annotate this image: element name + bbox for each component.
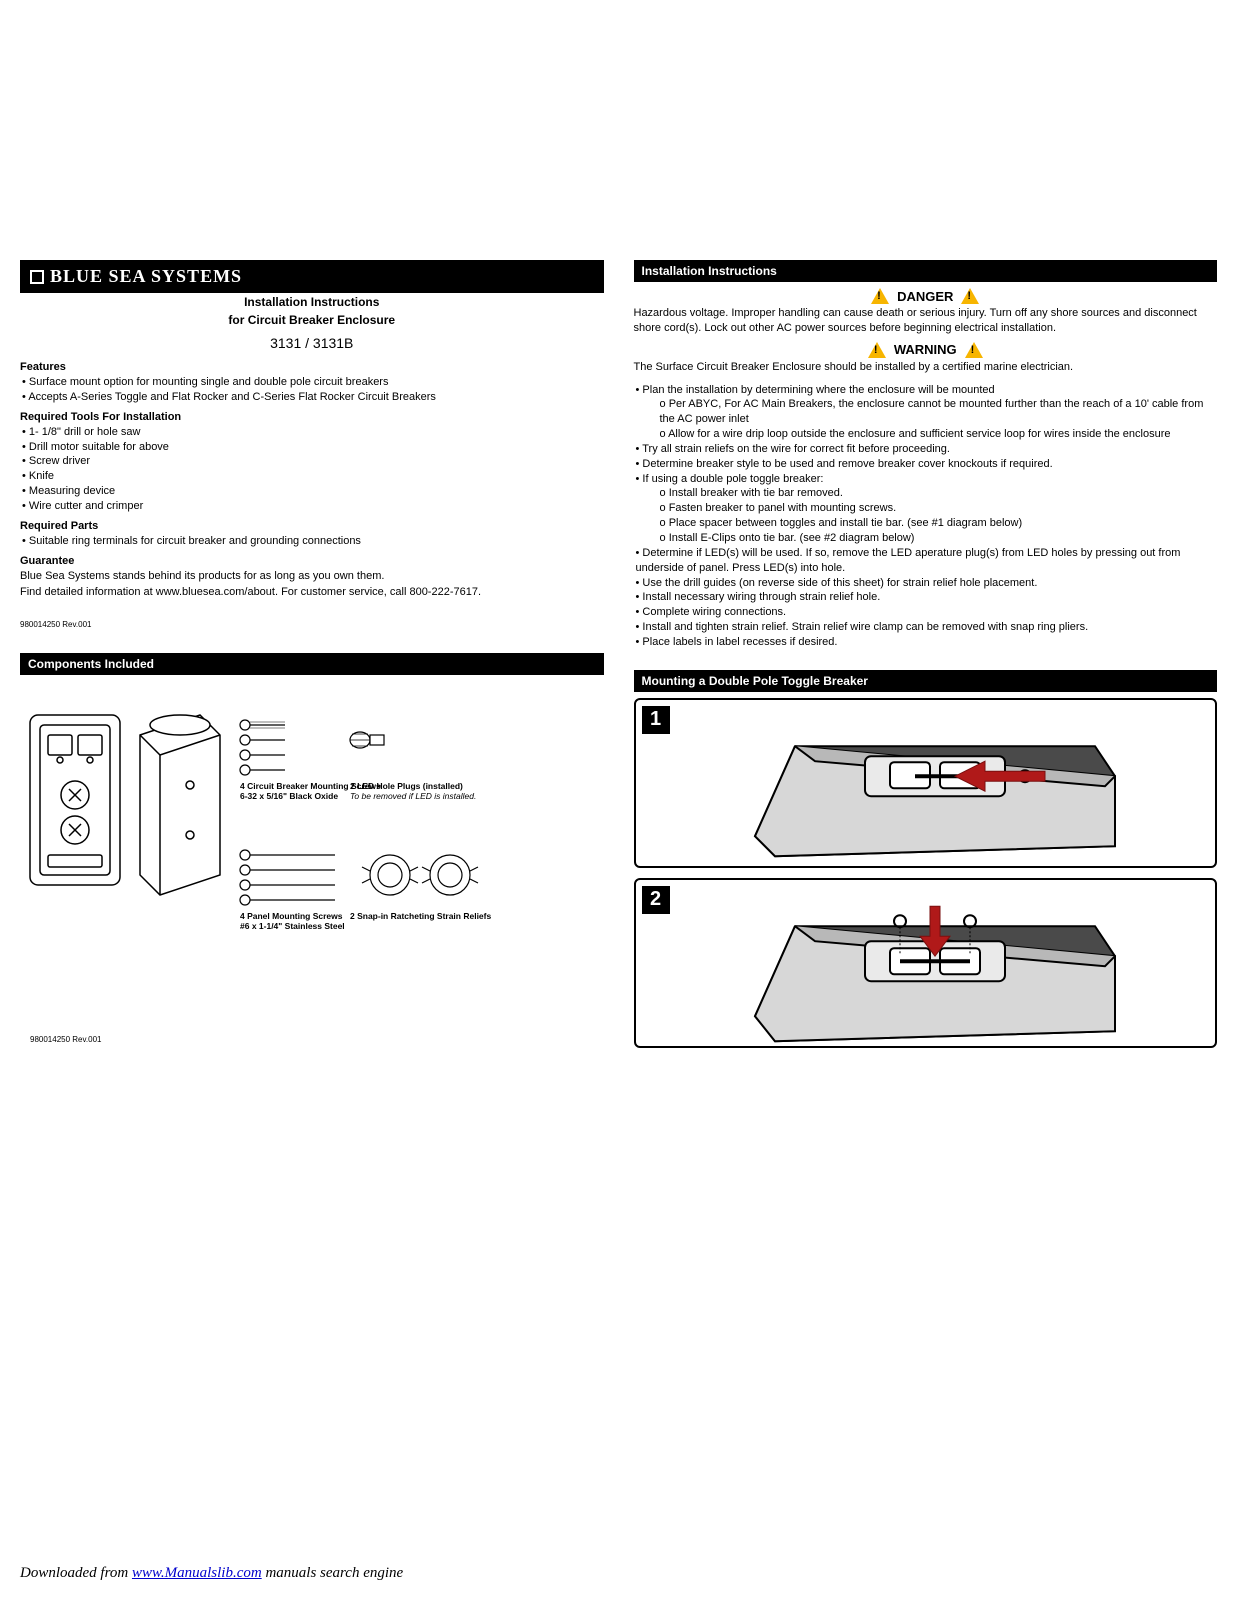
mount-title: Mounting a Double Pole Toggle Breaker <box>634 670 1218 692</box>
features-list: Surface mount option for mounting single… <box>20 375 604 405</box>
mount-step-1: 1 <box>634 698 1218 868</box>
components-title: Components Included <box>20 653 604 675</box>
led-plug-label-2: To be removed if LED is installed. <box>350 791 476 801</box>
strain-relief-label: 2 Snap-in Ratcheting Strain Reliefs <box>350 911 491 921</box>
warning-triangle-icon <box>868 342 886 358</box>
step-number-1: 1 <box>642 706 670 734</box>
danger-text: Hazardous voltage. Improper handling can… <box>634 306 1218 336</box>
tools-list: 1- 1/8" drill or hole saw Drill motor su… <box>20 425 604 514</box>
guarantee-heading: Guarantee <box>20 555 604 567</box>
danger-heading: DANGER <box>897 289 953 304</box>
warning-heading: WARNING <box>894 342 957 357</box>
warning-row: WARNING <box>634 342 1218 358</box>
features-heading: Features <box>20 361 604 373</box>
revision-left: 980014250 Rev.001 <box>20 620 604 629</box>
guarantee-p2: Find detailed information at www.bluesea… <box>20 585 604 600</box>
tools-heading: Required Tools For Installation <box>20 411 604 423</box>
warning-triangle-icon <box>965 342 983 358</box>
led-plug-label-1: 2 LED Hole Plugs (installed) <box>350 781 476 791</box>
logo-icon <box>30 270 44 284</box>
subheader-line2: for Circuit Breaker Enclosure <box>20 311 604 329</box>
brand-name: BLUE SEA SYSTEMS <box>50 266 242 287</box>
brand-logo-bar: BLUE SEA SYSTEMS <box>20 260 604 293</box>
model-number: 3131 / 3131B <box>20 329 604 355</box>
step-number-2: 2 <box>642 886 670 914</box>
subheader-line1: Installation Instructions <box>20 293 604 311</box>
footer-pre: Downloaded from <box>20 1565 132 1581</box>
panel-screws-label-2: #6 x 1-1/4" Stainless Steel <box>240 921 345 931</box>
parts-list: Suitable ring terminals for circuit brea… <box>20 534 604 549</box>
install-steps: Plan the installation by determining whe… <box>634 383 1218 650</box>
warning-triangle-icon <box>871 288 889 304</box>
warning-text: The Surface Circuit Breaker Enclosure sh… <box>634 360 1218 375</box>
revision-components: 980014250 Rev.001 <box>30 1035 604 1044</box>
panel-screws-label-1: 4 Panel Mounting Screws <box>240 911 345 921</box>
danger-row: DANGER <box>634 288 1218 304</box>
footer-post: manuals search engine <box>262 1565 404 1581</box>
components-diagram: 4 Circuit Breaker Mounting Screws 6-32 x… <box>20 685 604 1015</box>
install-title: Installation Instructions <box>634 260 1218 282</box>
warning-triangle-icon <box>961 288 979 304</box>
footer-link[interactable]: www.Manualslib.com <box>132 1565 262 1581</box>
mount-step-2: 2 <box>634 878 1218 1048</box>
parts-heading: Required Parts <box>20 520 604 532</box>
page-footer: Downloaded from www.Manualslib.com manua… <box>20 1565 403 1582</box>
guarantee-p1: Blue Sea Systems stands behind its produ… <box>20 569 604 584</box>
